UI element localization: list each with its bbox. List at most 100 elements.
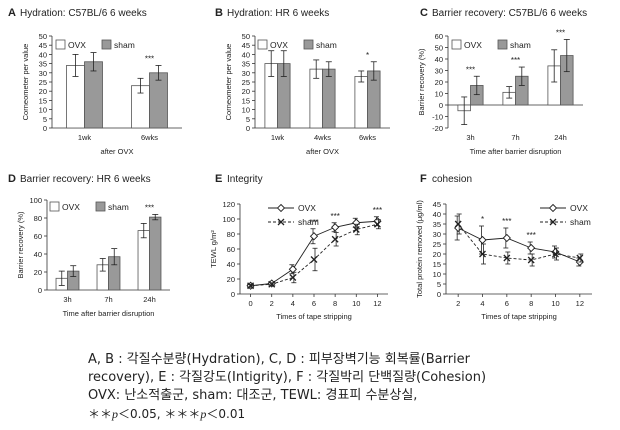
- x-tick-label: 24h: [143, 295, 156, 304]
- x-tick-label: 8: [333, 299, 337, 308]
- x-tick-label: 7h: [511, 133, 519, 142]
- significance-mark: ***: [466, 65, 475, 74]
- panel-A-title: Hydration: C57BL/6 6 weeks: [20, 8, 147, 19]
- y-tick-label: 35: [433, 220, 441, 229]
- legend-swatch-sham: [101, 39, 112, 50]
- legend-marker-sham: [549, 218, 557, 226]
- point-sham-6: [310, 256, 318, 263]
- significance-mark: ***: [145, 54, 154, 63]
- x-tick-label: 2: [270, 299, 274, 308]
- point-sham-8: [527, 256, 535, 264]
- y-tick-label: 35: [242, 60, 250, 69]
- y-tick-label: 30: [242, 69, 250, 78]
- point-sham-8: [331, 235, 339, 243]
- legend-label-sham: sham: [298, 217, 319, 227]
- series-line-sham: [457, 223, 580, 261]
- x-tick-label: 6: [312, 299, 316, 308]
- y-tick-label: 20: [433, 250, 441, 259]
- y-tick-label: 0: [437, 290, 441, 299]
- y-tick-label: 40: [435, 55, 443, 64]
- point-sham-0: [247, 282, 255, 290]
- y-axis-label: Total protein removed (μg/ml): [415, 200, 424, 298]
- point-OVX-10: [352, 218, 361, 227]
- x-tick-label: 3h: [63, 295, 71, 304]
- x-tick-label: 2: [456, 299, 460, 308]
- panel-F-title: cohesion: [432, 174, 472, 185]
- y-tick-label: -20: [432, 124, 443, 133]
- point-OVX-8: [527, 243, 536, 253]
- legend-label-OVX: OVX: [68, 40, 86, 50]
- y-tick-label: 50: [435, 44, 443, 53]
- point-OVX-8: [331, 223, 340, 232]
- x-axis-label: Time after barrier disruption: [63, 309, 155, 318]
- point-sham-6: [503, 254, 511, 262]
- panel-F-letter: F: [420, 173, 427, 185]
- point-sham-2: [454, 220, 462, 228]
- y-tick-label: 15: [433, 260, 441, 269]
- y-tick-label: 0: [43, 124, 47, 133]
- y-tick-label: 10: [435, 90, 443, 99]
- y-tick-label: 50: [242, 32, 250, 41]
- significance-mark: ***: [145, 203, 154, 212]
- point-sham-4: [479, 250, 486, 258]
- sig1-stars: ＊＊: [88, 407, 113, 421]
- panel-C-letter: C: [420, 7, 428, 19]
- legend-marker-OVX: [276, 203, 286, 213]
- bar-OVX-6wks: [354, 76, 368, 129]
- x-tick-label: 6wks: [359, 133, 376, 142]
- series-line-OVX: [457, 227, 581, 263]
- y-tick-label: 40: [242, 50, 250, 59]
- x-tick-label: 12: [373, 299, 381, 308]
- y-tick-label: 100: [29, 196, 42, 205]
- panel-A-letter: A: [8, 7, 16, 19]
- y-tick-label: 0: [38, 286, 42, 295]
- sig2-value: ＜0.01: [206, 407, 246, 421]
- bar-sham-6wks: [149, 72, 168, 129]
- y-axis-label: Barrier recovery (%): [417, 48, 426, 116]
- significance-mark: ***: [330, 212, 339, 221]
- legend-swatch-OVX: [257, 39, 268, 50]
- x-axis-label: after OVX: [101, 147, 134, 156]
- point-sham-4: [289, 274, 297, 281]
- legend-swatch-OVX: [451, 39, 462, 50]
- x-tick-label: 6wks: [141, 133, 158, 142]
- y-tick-label: 0: [439, 101, 443, 110]
- legend-swatch-sham: [95, 201, 106, 212]
- sig1-value: ＜0.05,: [118, 407, 165, 421]
- panel-C-title: Barrier recovery: C57BL/6 6 weeks: [432, 8, 587, 19]
- panel-D-title: Barrier recovery: HR 6 weeks: [20, 174, 151, 185]
- legend-marker-sham: [277, 218, 285, 226]
- y-tick-label: 30: [39, 69, 47, 78]
- y-tick-label: 80: [227, 230, 235, 239]
- y-tick-label: 60: [34, 232, 42, 241]
- significance-mark: ***: [309, 218, 318, 227]
- panel-D: D Barrier recovery: HR 6 weeks 0 20 40 60 80 10…: [8, 173, 170, 318]
- y-tick-label: 25: [242, 78, 250, 87]
- y-tick-label: 50: [39, 32, 47, 41]
- y-tick-label: 60: [227, 245, 235, 254]
- legend-label-OVX: OVX: [270, 40, 288, 50]
- legend-label-OVX: OVX: [298, 203, 316, 213]
- bar-sham-4wks: [322, 68, 336, 129]
- y-tick-label: 20: [39, 87, 47, 96]
- x-axis-label: Time after barrier disruption: [470, 147, 562, 156]
- panel-B: B Hydration: HR 6 weeks 051015202530354045…: [215, 7, 390, 156]
- y-tick-label: 45: [242, 41, 250, 50]
- x-axis-label: Times of tape stripping: [276, 312, 352, 321]
- point-sham-12: [373, 220, 381, 228]
- y-tick-label: 25: [39, 78, 47, 87]
- panel-A: A Hydration: C57BL/6 6 weeks 0510152025303…: [8, 7, 182, 156]
- point-sham-10: [352, 226, 360, 233]
- legend-swatch-OVX: [49, 201, 60, 212]
- sig2-stars: ＊＊＊: [164, 407, 201, 421]
- significance-mark: *: [481, 215, 484, 224]
- y-axis-label: Corneometer per value: [224, 44, 233, 121]
- panel-E-title: Integrity: [227, 174, 263, 185]
- bar-OVX-24h: [137, 230, 150, 291]
- y-tick-label: 40: [227, 260, 235, 269]
- x-tick-label: 12: [576, 299, 584, 308]
- x-tick-label: 10: [352, 299, 360, 308]
- sig1-p: p: [112, 407, 119, 421]
- legend-label-sham: sham: [114, 40, 135, 50]
